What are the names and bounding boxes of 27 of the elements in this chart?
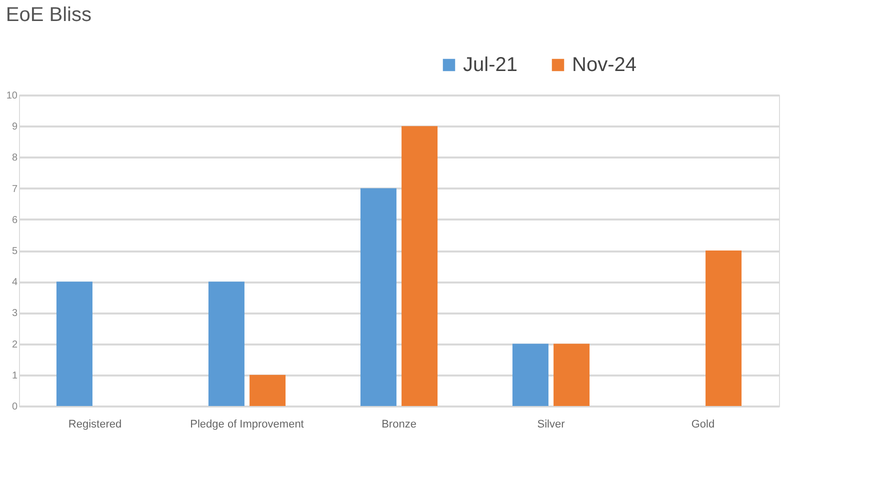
bar (706, 250, 742, 406)
x-tick-label: Silver (537, 418, 566, 430)
y-tick-label: 6 (12, 214, 18, 226)
legend-label: Jul-21 (463, 54, 518, 76)
y-tick-label: 1 (12, 370, 18, 382)
y-tick-label: 5 (12, 246, 18, 257)
x-tick-label: Pledge of Improvement (190, 418, 304, 430)
bar (554, 344, 590, 406)
x-tick-label: Registered (68, 418, 122, 430)
y-tick-label: 0 (12, 402, 18, 412)
y-tick-label: 3 (12, 308, 18, 320)
legend-label: Nov-24 (572, 54, 636, 76)
bar (56, 282, 92, 406)
y-tick-label: 2 (12, 339, 18, 350)
bar (360, 188, 396, 406)
y-tick-label: 10 (6, 90, 18, 102)
y-tick-label: 9 (12, 122, 18, 133)
y-tick-label: 4 (12, 277, 18, 288)
x-tick-label: Gold (691, 418, 715, 430)
bar (402, 126, 438, 406)
chart-title: EoE Bliss (6, 4, 92, 26)
bar (250, 374, 286, 406)
bar (208, 282, 244, 406)
y-tick-label: 7 (12, 184, 18, 195)
bar (512, 344, 548, 406)
x-tick-label: Bronze (382, 418, 416, 430)
y-tick-label: 8 (12, 152, 18, 164)
